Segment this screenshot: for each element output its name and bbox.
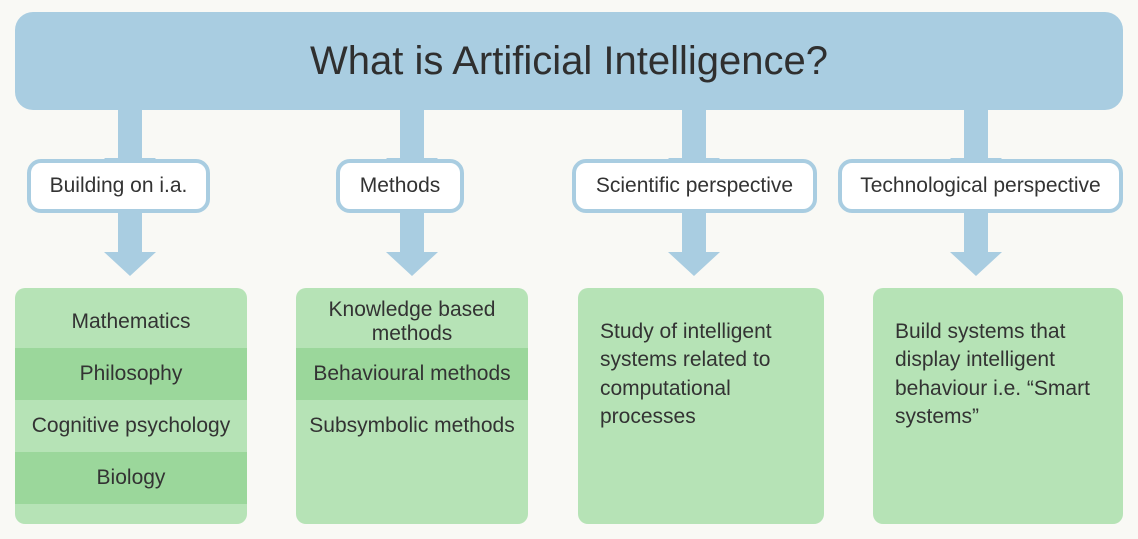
category-label: Scientific perspective (596, 174, 793, 198)
header-title: What is Artificial Intelligence? (310, 39, 828, 84)
list-item: Subsymbolic methods (296, 400, 528, 452)
content-text: Study of intelligent systems related to … (578, 296, 824, 453)
category-label: Technological perspective (860, 174, 1100, 198)
list-item-label: Biology (97, 466, 166, 490)
list-item: Philosophy (15, 348, 247, 400)
arrow-icon (104, 211, 156, 276)
header-box: What is Artificial Intelligence? (15, 12, 1123, 110)
content-box: Study of intelligent systems related to … (578, 288, 824, 524)
arrow-icon (386, 211, 438, 276)
list-item-label: Knowledge based methods (306, 298, 518, 346)
content-box: Build systems that display intelligent b… (873, 288, 1123, 524)
content-box: Mathematics Philosophy Cognitive psycholog… (15, 288, 247, 524)
list-item-label: Cognitive psychology (32, 414, 230, 438)
list-item-label: Subsymbolic methods (309, 414, 514, 438)
category-pill: Scientific perspective (572, 159, 817, 213)
arrow-icon (668, 211, 720, 276)
arrow-icon (950, 211, 1002, 276)
category-pill: Building on i.a. (27, 159, 210, 213)
list-item: Biology (15, 452, 247, 504)
content-box: Knowledge based methods Behavioural metho… (296, 288, 528, 524)
list-item: Knowledge based methods (296, 296, 528, 348)
category-label: Methods (360, 174, 441, 198)
list-item-label: Mathematics (71, 310, 190, 334)
category-label: Building on i.a. (50, 174, 188, 198)
list-item: Mathematics (15, 296, 247, 348)
list-item: Behavioural methods (296, 348, 528, 400)
category-pill: Methods (336, 159, 464, 213)
content-text: Build systems that display intelligent b… (873, 296, 1123, 453)
list-item-label: Behavioural methods (313, 362, 510, 386)
list-item-label: Philosophy (80, 362, 183, 386)
category-pill: Technological perspective (838, 159, 1123, 213)
list-item: Cognitive psychology (15, 400, 247, 452)
